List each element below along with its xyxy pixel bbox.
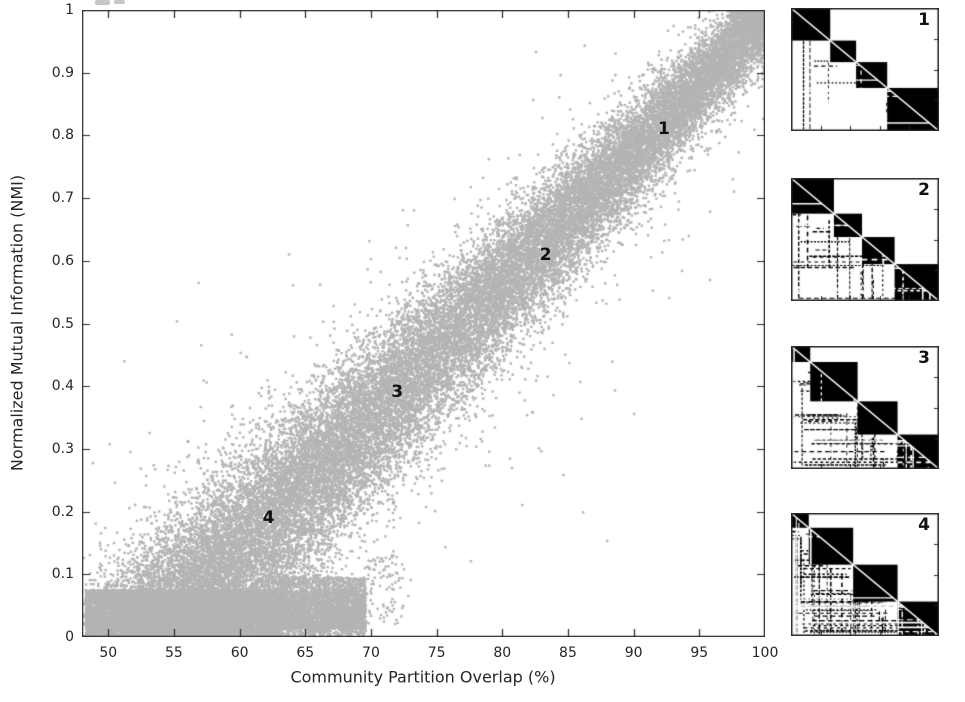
inset-label-4: 4 <box>918 515 930 535</box>
y-tick-label: 0.8 <box>51 127 74 144</box>
x-tick-label: 60 <box>230 645 249 661</box>
adjacency-matrix-canvas-3 <box>791 346 939 469</box>
scatter-annotation-3: 3 <box>391 382 404 403</box>
x-tick-label: 100 <box>751 645 779 661</box>
scatter-annotation-1: 1 <box>657 119 670 140</box>
x-tick-label: 65 <box>296 645 315 661</box>
adjacency-matrix-canvas-1 <box>791 8 939 131</box>
y-tick-label: 0.3 <box>51 440 74 457</box>
adjacency-matrix-inset-1: 1 <box>791 8 939 131</box>
x-axis-label: Community Partition Overlap (%) <box>290 667 556 687</box>
inset-label-3: 3 <box>918 348 930 368</box>
y-tick-label: 0.1 <box>51 566 74 583</box>
x-tick-label: 95 <box>690 645 709 661</box>
y-tick-label: 0.6 <box>51 252 74 269</box>
scatter-annotation-2: 2 <box>539 244 552 265</box>
scatter-annotation-4: 4 <box>262 507 275 528</box>
x-tick-label: 70 <box>362 645 380 661</box>
y-tick-label: 0.4 <box>51 378 74 395</box>
y-tick-label: 0.5 <box>51 315 74 332</box>
x-tick-label: 55 <box>165 645 183 661</box>
inset-label-2: 2 <box>918 180 930 200</box>
adjacency-matrix-inset-4: 4 <box>791 513 939 636</box>
x-tick-label: 75 <box>427 645 446 661</box>
x-tick-label: 80 <box>493 645 512 661</box>
adjacency-matrix-inset-2: 2 <box>791 178 939 301</box>
y-tick-label: 0.2 <box>51 503 74 520</box>
adjacency-matrix-inset-3: 3 <box>791 346 939 469</box>
x-tick-label: 85 <box>559 645 577 661</box>
x-tick-label: 50 <box>99 645 118 661</box>
cropped-artifact <box>95 0 110 5</box>
y-tick-label: 0.7 <box>51 190 74 207</box>
y-tick-label: 0.9 <box>51 64 74 81</box>
inset-label-1: 1 <box>918 10 930 30</box>
adjacency-matrix-insets: 1 2 3 4 <box>791 0 951 702</box>
cropped-artifact <box>114 0 125 4</box>
adjacency-matrix-canvas-4 <box>791 513 939 636</box>
x-tick-label: 90 <box>624 645 643 661</box>
y-tick-label: 1 <box>65 2 74 18</box>
nmi-overlap-scatter-canvas <box>82 10 765 637</box>
adjacency-matrix-canvas-2 <box>791 178 939 301</box>
y-tick-label: 0 <box>65 629 74 645</box>
